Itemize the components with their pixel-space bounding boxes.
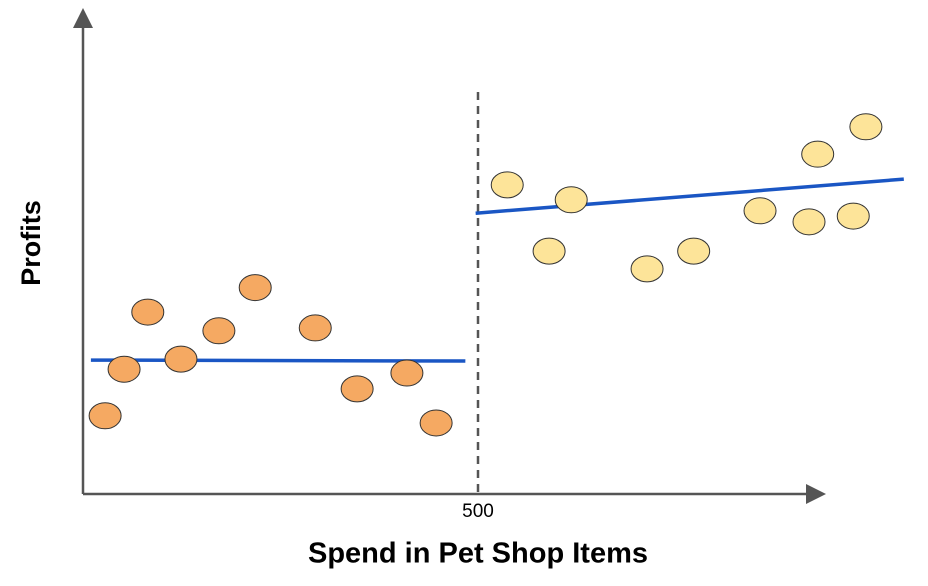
data-point [390,359,424,387]
data-point [419,409,453,437]
fit-line [475,177,904,215]
data-point [743,197,777,225]
data-point [849,113,883,141]
data-point [88,402,122,430]
data-point [131,298,165,326]
data-point [202,317,236,345]
data-point [340,375,374,403]
data-point [532,237,566,265]
data-point [630,255,664,283]
data-point [554,186,588,214]
data-point [677,237,711,265]
data-point [792,208,826,236]
y-axis-label: Profits [16,200,46,286]
data-point [164,345,198,373]
data-point [298,314,332,342]
data-point [836,202,870,230]
data-point [801,140,835,168]
data-point [238,274,272,302]
x-tick-label: 500 [462,501,494,522]
x-axis-label: Spend in Pet Shop Items [308,538,648,570]
data-point [490,171,524,199]
data-point [107,355,141,383]
